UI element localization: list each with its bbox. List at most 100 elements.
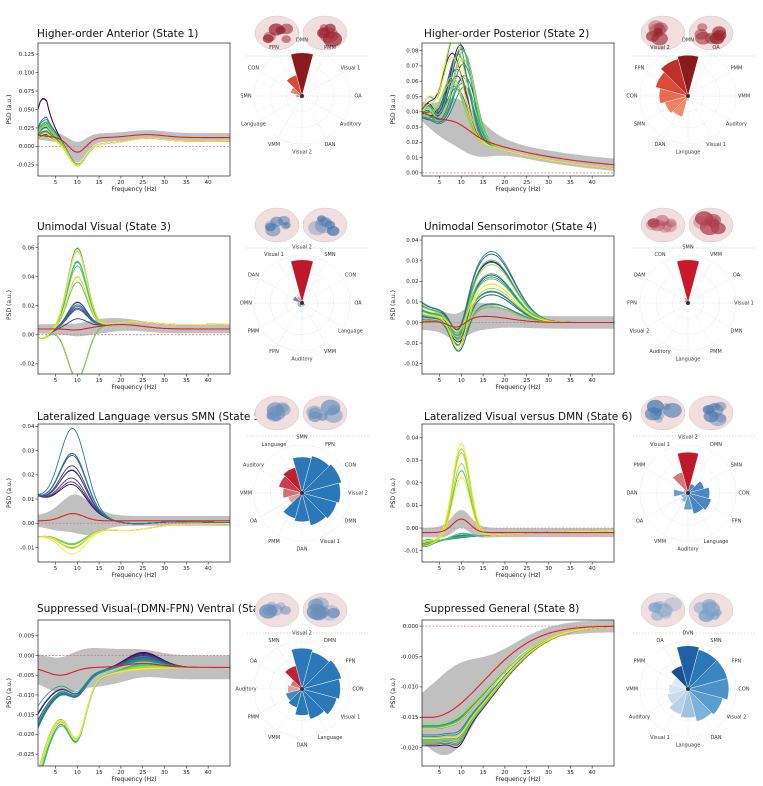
x-axis-label: Frequency (Hz)	[111, 776, 156, 783]
x-tick-label: 35	[567, 378, 574, 384]
y-tick-label: -0.020	[17, 732, 35, 738]
radar-label: DAN	[655, 142, 666, 148]
brain-surface	[688, 395, 734, 431]
x-tick-label: 30	[545, 378, 552, 384]
radar-label: Language	[262, 442, 287, 448]
radar-spoke	[687, 302, 730, 328]
radar-label: PMM	[324, 45, 336, 51]
x-tick-label: 25	[139, 180, 146, 186]
radar-wedge	[301, 678, 341, 700]
panel-title: Suppressed Visual-(DMN-FPN) Ventral (Sta…	[37, 603, 284, 615]
radar-ring	[270, 271, 334, 335]
radar-label: OA	[636, 519, 644, 525]
radar-spoke	[277, 302, 303, 345]
x-tick-label: 20	[117, 566, 124, 572]
x-tick-label: 30	[545, 770, 552, 776]
radar-label: SMN	[324, 252, 335, 258]
radar-spoke	[301, 54, 327, 97]
radar-label: DAN	[297, 547, 308, 553]
radar-label: VMM	[240, 491, 252, 497]
x-tick-label: 10	[458, 378, 465, 384]
radar-label: PMM	[634, 659, 646, 665]
radar-spoke	[687, 95, 713, 138]
y-tick-label: -0.015	[17, 713, 35, 719]
radar-spoke	[687, 261, 713, 304]
radar-label: SMN	[268, 638, 279, 644]
radar-label: PMM	[268, 539, 280, 545]
radar-wedge	[670, 665, 689, 690]
radar-wedge	[680, 688, 696, 718]
x-tick-label: 40	[589, 566, 596, 572]
x-tick-label: 35	[567, 770, 574, 776]
x-tick-label: 15	[96, 378, 103, 384]
x-tick-label: 10	[458, 180, 465, 186]
radar-center	[686, 94, 690, 98]
radar-spoke	[646, 468, 689, 494]
y-tick-label: -0.010	[17, 693, 35, 699]
radar-spoke	[301, 95, 327, 138]
radar-spoke	[260, 95, 303, 121]
radar-wedge	[286, 74, 303, 97]
y-tick-label: -0.01	[20, 545, 34, 551]
plot-frame	[37, 235, 231, 375]
x-tick-label: 25	[523, 378, 530, 384]
radar-label: PMM	[731, 66, 743, 72]
psd-curve	[38, 135, 230, 167]
radar-label: VMM	[626, 687, 638, 693]
radar-spoke	[301, 302, 344, 328]
y-tick-label: 0.03	[406, 458, 419, 464]
brain-surface	[254, 592, 300, 628]
y-tick-label: 0.000	[19, 144, 35, 150]
y-tick-label: 0.100	[19, 70, 35, 76]
radar-wedge	[687, 688, 713, 722]
psd-curve	[38, 523, 230, 555]
x-tick-label: 30	[545, 566, 552, 572]
null-band	[422, 510, 614, 538]
radar-wedge	[672, 471, 689, 494]
radar-label: PMM	[248, 715, 260, 721]
radar-wedge	[687, 492, 712, 511]
radar-label: VMM	[268, 142, 280, 148]
radar-spoke	[301, 278, 344, 304]
x-tick-label: 30	[161, 566, 168, 572]
radar-wedge	[292, 295, 303, 304]
y-tick-label: 0.01	[406, 300, 418, 306]
radar-spoke	[260, 302, 303, 328]
x-tick-label: 20	[501, 378, 508, 384]
x-tick-label: 30	[161, 180, 168, 186]
psd-curve	[422, 626, 614, 739]
radar-label: Visual 2	[292, 150, 312, 156]
radar-label: Language	[676, 743, 701, 749]
panel-4: Unimodal Sensorimotor (State 4) 5 10 15 20 25…	[390, 207, 756, 391]
radar-spoke	[301, 71, 344, 97]
brain-surface	[302, 395, 348, 431]
radar-label: CON	[352, 687, 363, 693]
radar-label: FPN	[627, 301, 637, 307]
radar-wedge	[676, 259, 700, 304]
radar-wedge	[677, 452, 699, 494]
x-tick-label: 20	[501, 566, 508, 572]
brain-surface	[688, 592, 734, 628]
radar-wedge	[301, 463, 342, 494]
mean-curve	[38, 324, 230, 331]
x-tick-label: 35	[183, 378, 190, 384]
radar-label: OA	[354, 94, 362, 100]
y-axis-label: PSD (a.u.)	[390, 95, 397, 125]
plot-frame	[37, 42, 231, 177]
x-tick-label: 5	[438, 566, 442, 572]
radar-center	[686, 491, 690, 495]
y-tick-label: 0.06	[406, 79, 419, 85]
mean-curve	[422, 625, 614, 718]
radar-label: OA	[354, 301, 362, 307]
radar-label: Visual 2	[727, 715, 747, 721]
radar-label: CON	[345, 273, 356, 279]
x-axis-label: Frequency (Hz)	[495, 384, 540, 391]
mean-curve	[38, 662, 230, 676]
y-tick-label: -0.020	[401, 746, 419, 752]
x-tick-label: 40	[205, 180, 212, 186]
radar-wedge	[668, 683, 689, 695]
radar-ring	[656, 271, 720, 335]
radar-wedge	[296, 295, 303, 304]
y-tick-label: 0.02	[406, 140, 418, 146]
radar-label: DMN	[731, 329, 743, 335]
